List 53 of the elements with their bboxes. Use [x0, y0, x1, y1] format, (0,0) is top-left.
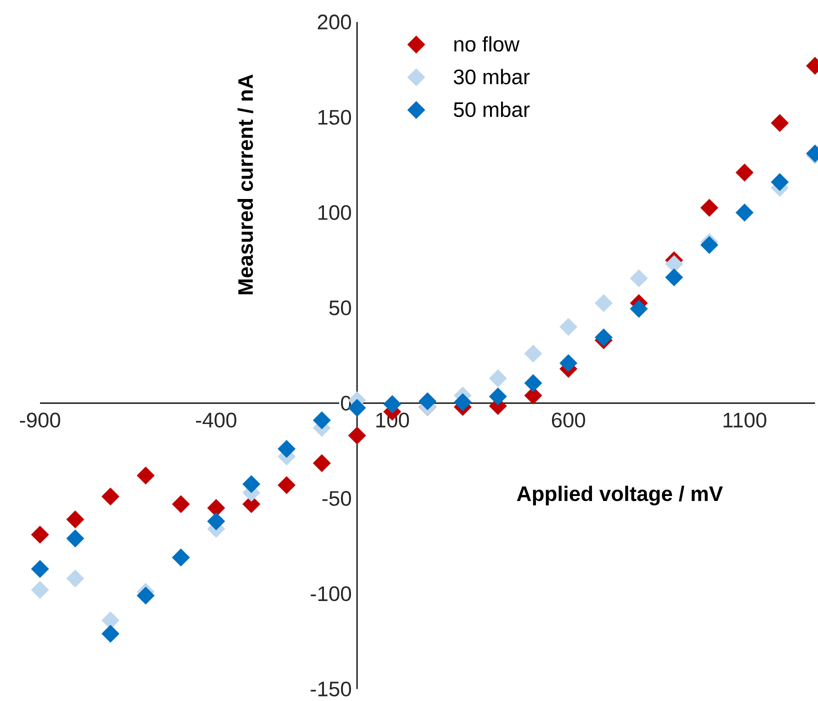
x-tick-label: -400 — [196, 412, 236, 428]
point — [559, 318, 578, 336]
point — [278, 440, 296, 458]
legend-label: no flow — [454, 36, 520, 52]
x-tick-label: -900 — [20, 412, 60, 428]
point — [524, 344, 542, 363]
point — [66, 570, 84, 588]
y-tick-label: 150 — [318, 110, 352, 125]
y-tick-label: -150 — [310, 682, 352, 696]
point — [524, 374, 542, 392]
point — [630, 269, 648, 288]
point — [172, 495, 190, 514]
point — [418, 392, 436, 410]
point — [136, 466, 155, 485]
point — [31, 526, 49, 544]
point — [559, 354, 578, 372]
point — [101, 624, 120, 643]
legend-label: 30 mbar — [454, 68, 530, 84]
point — [665, 255, 684, 273]
point — [66, 529, 84, 548]
point — [665, 268, 684, 286]
point — [770, 173, 789, 192]
point — [770, 114, 789, 132]
point — [454, 393, 472, 412]
point — [488, 388, 507, 406]
point — [312, 454, 331, 472]
y-tick-label: -100 — [310, 586, 352, 602]
y-tick-label: 200 — [318, 14, 352, 30]
x-tick-label: 600 — [552, 412, 586, 428]
point — [207, 512, 226, 530]
y-tick-label: -50 — [322, 490, 352, 506]
point — [312, 411, 331, 430]
point — [207, 498, 226, 517]
point — [736, 164, 754, 182]
y-tick-label: 50 — [329, 300, 352, 316]
point — [101, 488, 120, 506]
x-axis-title: Applied voltage / mV — [516, 486, 723, 506]
point — [348, 426, 366, 445]
legend-label: 50 mbar — [454, 102, 530, 118]
point — [488, 369, 507, 388]
point — [136, 586, 155, 605]
y-axis-title: Measured current / nA — [238, 74, 254, 294]
point — [630, 300, 648, 318]
point — [242, 475, 260, 494]
point — [594, 294, 613, 312]
point — [31, 580, 49, 599]
y-tick-label: 100 — [318, 205, 352, 220]
point — [594, 328, 613, 346]
point — [700, 198, 718, 217]
x-tick-label: 1100 — [724, 412, 766, 428]
point — [278, 476, 296, 494]
point — [66, 510, 84, 528]
point — [31, 560, 49, 578]
